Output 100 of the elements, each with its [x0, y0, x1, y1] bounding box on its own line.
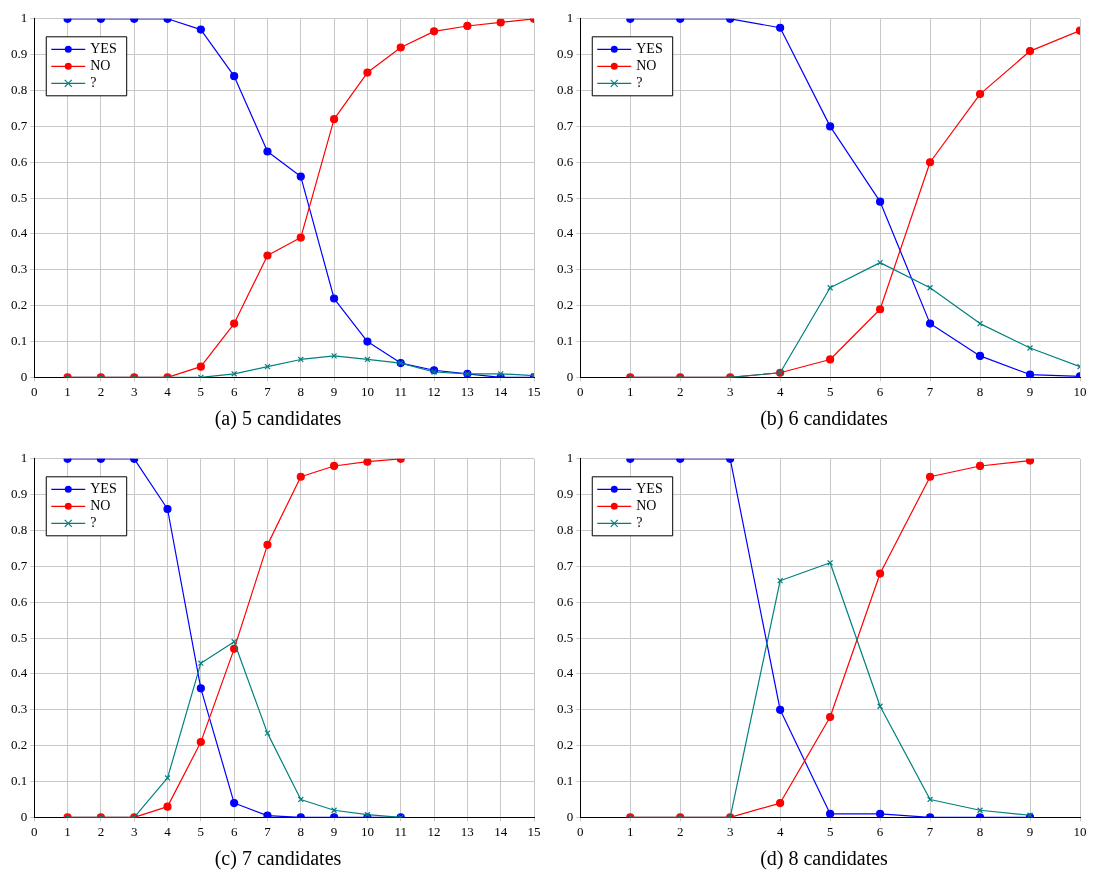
x-tick-label: 15 — [527, 823, 541, 839]
y-tick-label: 0.6 — [557, 593, 574, 609]
x-tick-label: 14 — [494, 383, 508, 399]
x-tick-label: 14 — [494, 823, 508, 839]
x-tick-label: 6 — [876, 823, 884, 839]
x-tick-label: 0 — [31, 383, 38, 399]
y-tick-label: 0.9 — [557, 46, 574, 62]
y-tick-label: 0.4 — [557, 225, 574, 241]
y-tick-label: 0.9 — [557, 486, 574, 502]
y-tick-label: 0.4 — [11, 225, 28, 241]
x-tick-label: 8 — [976, 823, 984, 839]
y-tick-label: 0.2 — [11, 297, 28, 313]
y-tick-label: 0.5 — [557, 629, 574, 645]
x-tick-label: 12 — [427, 383, 441, 399]
y-tick-label: 0.1 — [557, 332, 574, 348]
legend-label: YES — [90, 480, 117, 496]
y-tick-label: 0.1 — [557, 772, 574, 788]
y-tick-label: 0.3 — [557, 261, 574, 277]
y-tick-label: 0.8 — [557, 521, 574, 537]
x-tick-label: 3 — [130, 383, 138, 399]
y-tick-label: 0.2 — [557, 297, 574, 313]
x-tick-label: 3 — [130, 823, 138, 839]
x-tick-label: 0 — [577, 823, 584, 839]
y-tick-label: 1 — [566, 10, 574, 26]
x-tick-label: 6 — [876, 383, 884, 399]
y-tick-label: 0.8 — [11, 81, 28, 97]
legend-label: NO — [90, 57, 111, 73]
x-tick-label: 7 — [264, 823, 272, 839]
x-tick-label: 4 — [164, 383, 172, 399]
y-tick-label: 0.9 — [11, 46, 28, 62]
x-tick-label: 10 — [360, 823, 374, 839]
y-tick-label: 0.1 — [11, 332, 28, 348]
y-tick-label: 0.3 — [11, 261, 28, 277]
x-tick-label: 11 — [394, 383, 407, 399]
x-tick-label: 1 — [64, 823, 71, 839]
x-tick-label: 5 — [197, 383, 205, 399]
x-tick-label: 5 — [826, 383, 834, 399]
y-tick-label: 0 — [566, 808, 574, 824]
x-tick-label: 8 — [976, 383, 984, 399]
legend-label: YES — [636, 480, 663, 496]
y-tick-label: 0.2 — [557, 737, 574, 753]
y-tick-label: 1 — [20, 450, 28, 466]
y-tick-label: 0.5 — [557, 189, 574, 205]
y-tick-label: 1 — [20, 10, 28, 26]
y-tick-label: 0.5 — [11, 629, 28, 645]
y-tick-label: 0.8 — [11, 521, 28, 537]
x-tick-label: 9 — [330, 383, 338, 399]
x-tick-label: 12 — [427, 823, 441, 839]
x-tick-label: 3 — [726, 823, 734, 839]
x-tick-label: 8 — [297, 823, 305, 839]
x-tick-label: 3 — [726, 383, 734, 399]
legend-label: ? — [636, 514, 643, 530]
x-tick-label: 1 — [64, 383, 71, 399]
y-tick-label: 0 — [20, 368, 28, 384]
y-tick-label: 0 — [20, 808, 28, 824]
x-tick-label: 2 — [676, 383, 684, 399]
x-tick-label: 9 — [330, 823, 338, 839]
x-tick-label: 11 — [394, 823, 407, 839]
x-tick-label: 2 — [97, 823, 105, 839]
x-tick-label: 7 — [264, 383, 272, 399]
y-tick-label: 1 — [566, 450, 574, 466]
x-tick-label: 4 — [164, 823, 172, 839]
text: (a) 5 candidates — [213, 407, 343, 430]
y-tick-label: 0.3 — [11, 701, 28, 717]
x-tick-label: 5 — [826, 823, 834, 839]
y-tick-label: 0.8 — [557, 81, 574, 97]
y-tick-label: 0.7 — [11, 557, 28, 573]
y-tick-label: 0.1 — [11, 772, 28, 788]
x-tick-label: 0 — [577, 383, 584, 399]
legend-label: YES — [636, 40, 663, 56]
x-tick-label: 9 — [1026, 823, 1034, 839]
y-tick-label: 0.9 — [11, 486, 28, 502]
y-tick-label: 0.7 — [11, 117, 28, 133]
y-tick-label: 0.6 — [557, 153, 574, 169]
y-tick-label: 0 — [566, 368, 574, 384]
x-tick-label: 1 — [626, 383, 634, 399]
legend-label: ? — [90, 74, 97, 90]
x-tick-label: 10 — [1073, 823, 1087, 839]
y-tick-label: 0.6 — [11, 593, 28, 609]
text: (b) 6 candidates — [759, 407, 889, 430]
y-tick-label: 0.3 — [557, 701, 574, 717]
x-tick-label: 7 — [926, 383, 934, 399]
x-tick-label: 6 — [230, 823, 238, 839]
y-tick-label: 0.2 — [11, 737, 28, 753]
y-tick-label: 0.6 — [11, 153, 28, 169]
x-tick-label: 13 — [460, 383, 474, 399]
x-tick-label: 6 — [230, 383, 238, 399]
x-tick-label: 0 — [31, 823, 38, 839]
x-tick-label: 5 — [197, 823, 205, 839]
y-tick-label: 0.4 — [557, 665, 574, 681]
text: (d) 8 candidates — [759, 847, 889, 870]
x-tick-label: 4 — [776, 823, 784, 839]
legend-label: ? — [90, 514, 97, 530]
legend-label: NO — [636, 497, 657, 513]
y-tick-label: 0.7 — [557, 117, 574, 133]
y-tick-label: 0.4 — [11, 665, 28, 681]
x-tick-label: 15 — [527, 383, 541, 399]
legend-label: NO — [636, 57, 657, 73]
legend-label: ? — [636, 74, 643, 90]
legend-label: YES — [90, 40, 117, 56]
